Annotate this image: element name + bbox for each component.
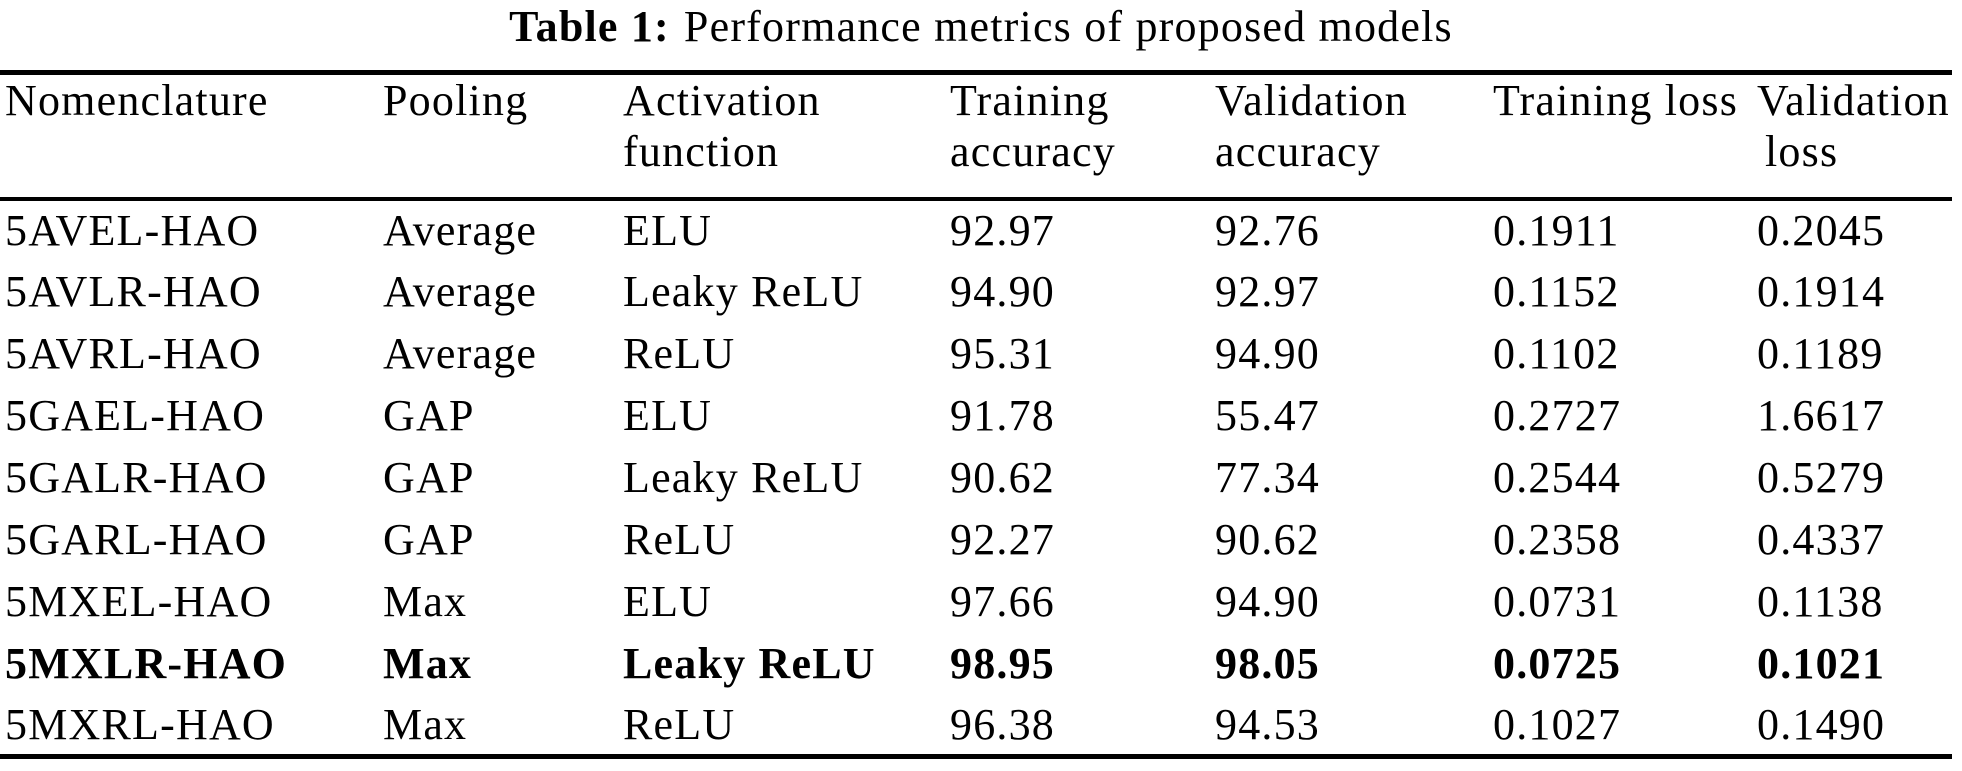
table-cell: ReLU	[623, 699, 736, 749]
column-header-validation-loss: Validation loss	[1757, 73, 1952, 199]
table-cell: 0.5279	[1757, 453, 1886, 502]
table-caption-text: Performance metrics of proposed models	[683, 2, 1453, 51]
table-cell: ReLU	[623, 329, 736, 378]
table-cell: 0.1189	[1757, 329, 1884, 378]
table-cell: 0.1021	[1757, 639, 1886, 688]
performance-metrics-table: Nomenclature Pooling Activation function…	[0, 70, 1952, 759]
column-header-validation-accuracy: Validation accuracy	[1215, 73, 1493, 199]
table-cell: ReLU	[623, 515, 736, 564]
table-header-row: Nomenclature Pooling Activation function…	[0, 73, 1952, 199]
table-cell: 5MXLR-HAO	[5, 639, 288, 688]
table-row: 5GALR-HAO GAP Leaky ReLU 90.62 77.34 0.2…	[0, 447, 1952, 509]
table-row: 5MXEL-HAO Max ELU 97.66 94.90 0.0731 0.1…	[0, 571, 1952, 633]
table-cell: GAP	[383, 515, 475, 564]
table-cell: 0.4337	[1757, 515, 1886, 564]
table-cell: 0.2727	[1493, 391, 1622, 440]
table-cell: 96.38	[950, 699, 1055, 749]
header-line: Training loss	[1493, 76, 1739, 125]
table-cell: Max	[383, 639, 473, 688]
table-row: 5AVRL-HAO Average ReLU 95.31 94.90 0.110…	[0, 323, 1952, 385]
table-cell: 95.31	[950, 329, 1055, 378]
column-header-training-accuracy: Training accuracy	[950, 73, 1215, 199]
table-cell: Leaky ReLU	[623, 267, 864, 316]
table-cell: 90.62	[1215, 515, 1320, 564]
table-cell: 5AVRL-HAO	[5, 329, 262, 378]
table-cell: Leaky ReLU	[623, 453, 864, 502]
table-cell: 0.1914	[1757, 267, 1886, 316]
header-line: accuracy	[950, 127, 1116, 176]
table-cell: Max	[383, 699, 468, 749]
table-row: 5AVEL-HAO Average ELU 92.97 92.76 0.1911…	[0, 199, 1952, 261]
table-cell: GAP	[383, 453, 475, 502]
table-row: 5MXRL-HAO Max ReLU 96.38 94.53 0.1027 0.…	[0, 695, 1952, 757]
table-cell: 94.90	[950, 267, 1055, 316]
table-cell: 92.97	[1215, 267, 1320, 316]
table-cell: 94.90	[1215, 577, 1320, 626]
table-cell: 0.0725	[1493, 639, 1622, 688]
header-line: Validation	[1215, 76, 1408, 125]
header-line: Nomenclature	[5, 76, 269, 125]
table-cell: 5MXEL-HAO	[5, 577, 273, 626]
table-cell: 55.47	[1215, 391, 1320, 440]
table-row: 5AVLR-HAO Average Leaky ReLU 94.90 92.97…	[0, 261, 1952, 323]
table-cell: Leaky ReLU	[623, 639, 876, 688]
table-cell: 5GAEL-HAO	[5, 391, 266, 440]
table-cell: 0.1138	[1757, 577, 1884, 626]
table-cell: 0.1152	[1493, 267, 1620, 316]
table-cell: 5AVEL-HAO	[5, 206, 260, 255]
table-cell: GAP	[383, 391, 475, 440]
table-cell: 0.1911	[1493, 206, 1620, 255]
column-header-pooling: Pooling	[383, 73, 623, 199]
table-cell: 90.62	[950, 453, 1055, 502]
header-line: loss	[1765, 127, 1839, 176]
header-line: Training	[950, 76, 1110, 125]
table-cell: 98.05	[1215, 639, 1320, 688]
header-line: Activation	[623, 76, 821, 125]
table-cell: ELU	[623, 391, 713, 440]
table-header: Nomenclature Pooling Activation function…	[0, 73, 1952, 199]
table-cell: 0.1490	[1757, 699, 1886, 749]
table-row: 5GAEL-HAO GAP ELU 91.78 55.47 0.2727 1.6…	[0, 385, 1952, 447]
table-cell: 92.76	[1215, 206, 1320, 255]
table-cell: 5AVLR-HAO	[5, 267, 262, 316]
header-line: accuracy	[1215, 127, 1381, 176]
table-cell: 5GALR-HAO	[5, 453, 268, 502]
table-cell: Average	[383, 329, 538, 378]
table-cell: 5MXRL-HAO	[5, 699, 275, 749]
table-cell: 92.97	[950, 206, 1055, 255]
table-cell: 5GARL-HAO	[5, 515, 268, 564]
table-cell: ELU	[623, 206, 713, 255]
table-cell: 0.1027	[1493, 699, 1622, 749]
table-cell: 0.2358	[1493, 515, 1622, 564]
table-cell: 0.2045	[1757, 206, 1886, 255]
table-cell: ELU	[623, 577, 713, 626]
table-cell: 98.95	[950, 639, 1055, 688]
header-line: Validation	[1757, 76, 1950, 125]
table-cell: 0.0731	[1493, 577, 1622, 626]
column-header-activation-function: Activation function	[623, 73, 950, 199]
table-row-highlighted: 5MXLR-HAO Max Leaky ReLU 98.95 98.05 0.0…	[0, 633, 1952, 695]
table-caption-label: Table 1:	[509, 2, 670, 51]
table-cell: 77.34	[1215, 453, 1320, 502]
table-cell: 0.1102	[1493, 329, 1620, 378]
header-line: function	[623, 127, 780, 176]
table-row: 5GARL-HAO GAP ReLU 92.27 90.62 0.2358 0.…	[0, 509, 1952, 571]
table-body: 5AVEL-HAO Average ELU 92.97 92.76 0.1911…	[0, 199, 1952, 757]
table-cell: 92.27	[950, 515, 1055, 564]
table-cell: 94.53	[1215, 699, 1320, 749]
header-line: Pooling	[383, 76, 529, 125]
table-cell: Average	[383, 206, 538, 255]
table-caption: Table 1: Performance metrics of proposed …	[0, 0, 1962, 54]
table-cell: Max	[383, 577, 468, 626]
table-cell: 97.66	[950, 577, 1055, 626]
table-cell: 0.2544	[1493, 453, 1622, 502]
table-cell: 1.6617	[1757, 391, 1886, 440]
table-cell: 94.90	[1215, 329, 1320, 378]
column-header-nomenclature: Nomenclature	[0, 73, 383, 199]
table-cell: 91.78	[950, 391, 1055, 440]
table-cell: Average	[383, 267, 538, 316]
column-header-training-loss: Training loss	[1493, 73, 1757, 199]
